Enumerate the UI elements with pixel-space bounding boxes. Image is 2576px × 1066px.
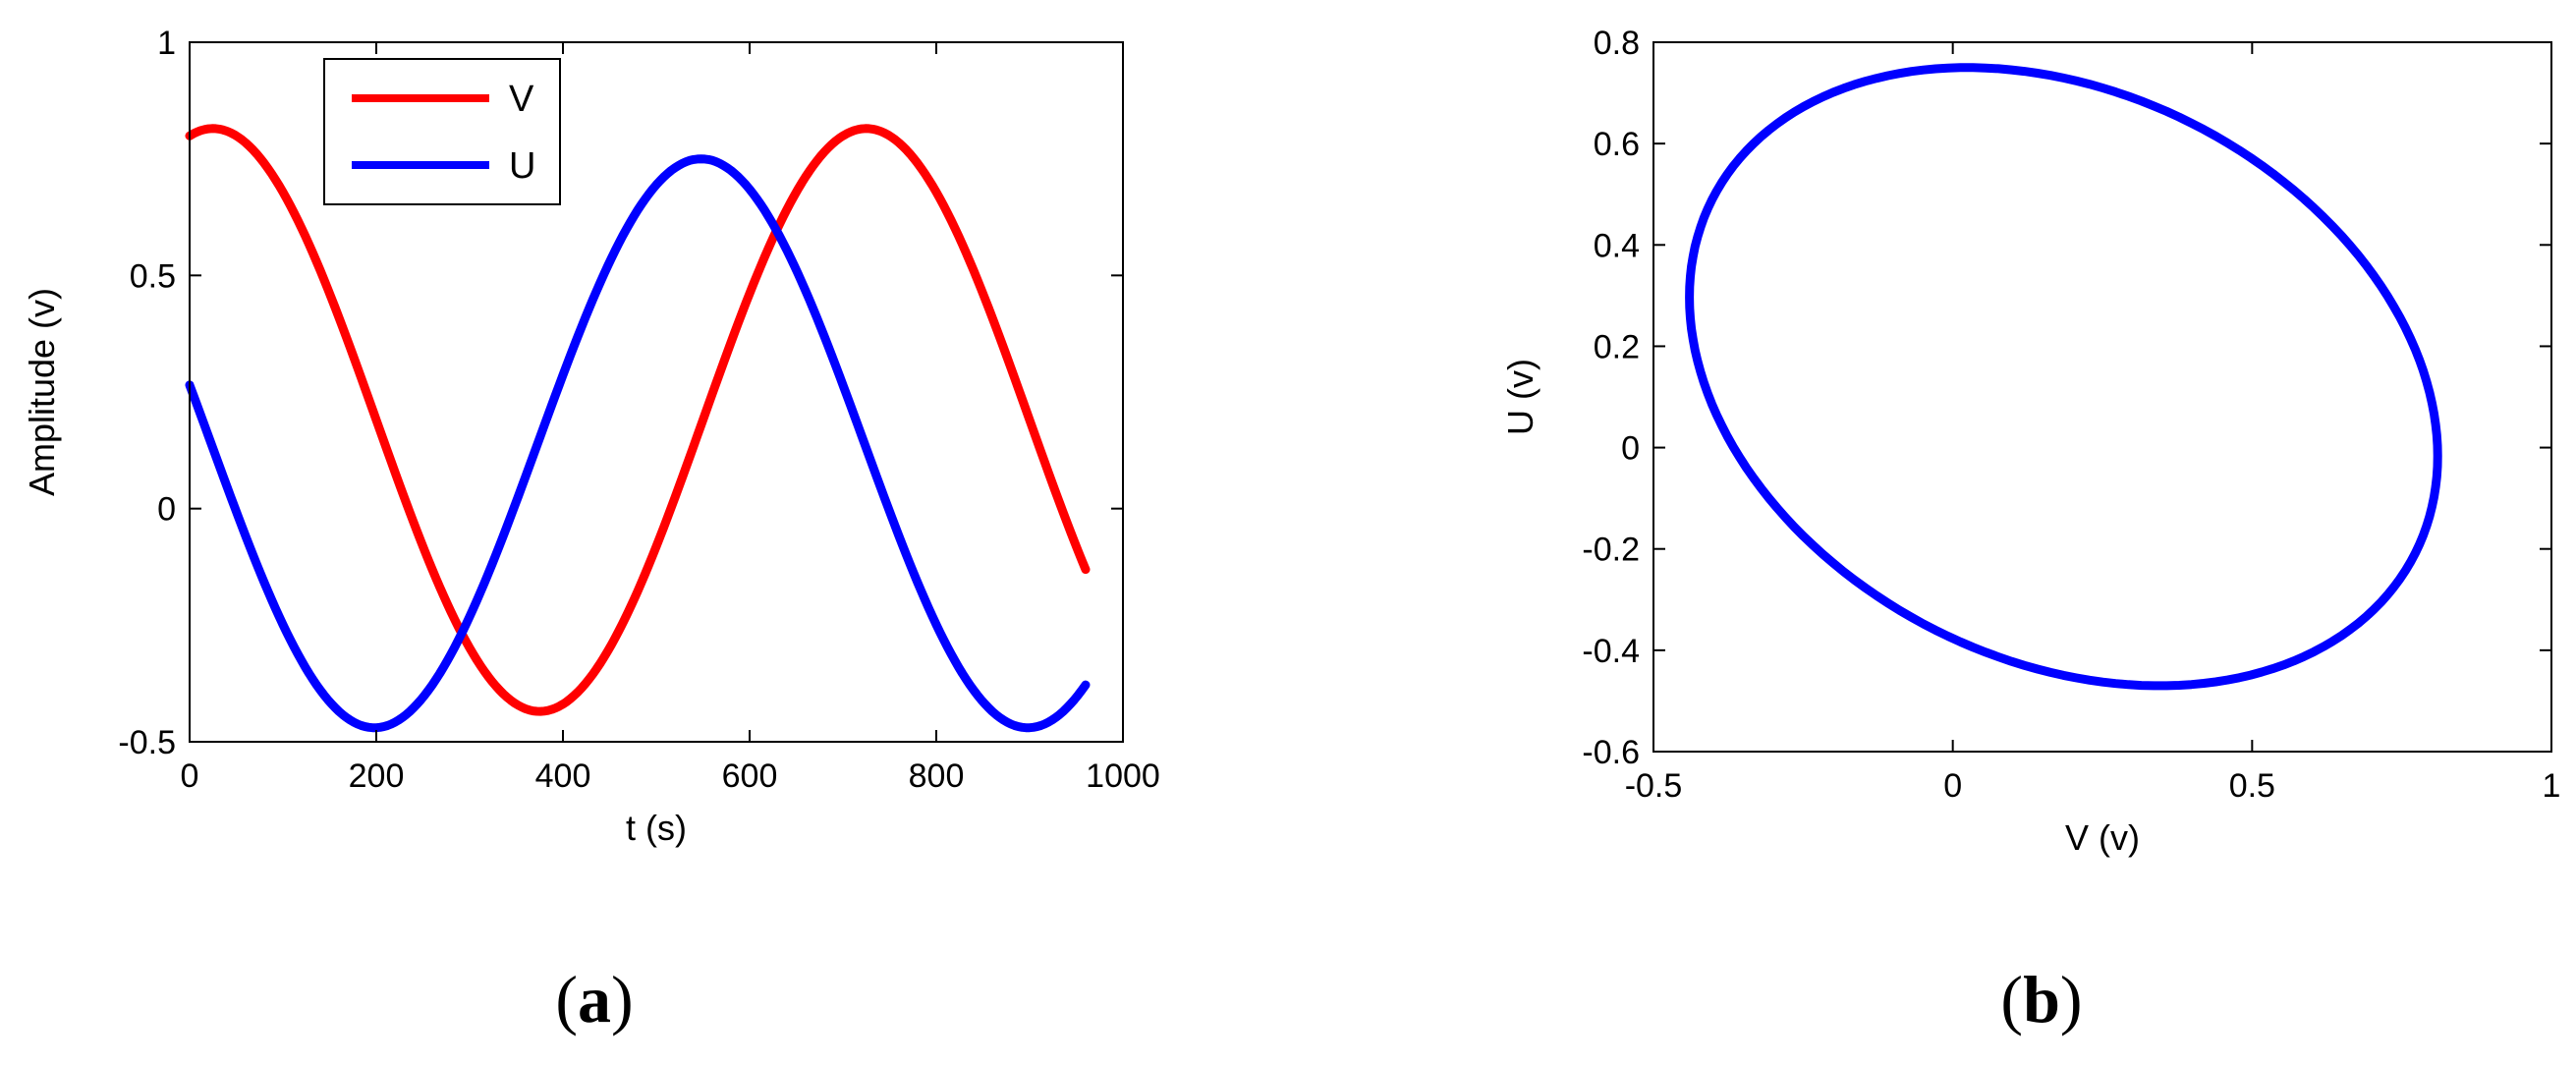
x-tick-label-0: 0 (1943, 767, 1962, 805)
panel-a-series-layer (185, 124, 1091, 733)
x-tick-label-0: 0 (181, 757, 199, 795)
panel-b-label: (b) (2000, 962, 2082, 1037)
panel-a-y-axis-label: Amplitude (v) (22, 288, 62, 496)
panel-b: -0.5 0 0.5 1 -0.6 -0.4 -0.2 0 0.2 0.4 0.6 0.8 V (v)… (1500, 25, 2560, 1037)
panel-a-axes-frame (189, 41, 1124, 743)
x-tick-label-1: 1 (2543, 767, 2561, 805)
panel-b-series-layer (1685, 63, 2442, 691)
panel-a-ticks: 0 200 400 600 800 1000-0.500.51 (118, 25, 1159, 795)
y-tick-label-0-2: 0.2 (1594, 328, 1640, 365)
y-tick-label-0-2: -0.2 (1582, 532, 1640, 569)
panel-b-axes-frame (1652, 41, 2552, 753)
y-tick-label-0-4: -0.4 (1582, 633, 1640, 670)
x-tick-label-600: 600 (722, 757, 778, 795)
panel-a-x-axis-label: t (s) (626, 808, 687, 848)
panel-a-label: (a) (555, 962, 633, 1037)
legend-box (323, 58, 561, 205)
y-tick-label-0-4: 0.4 (1594, 227, 1640, 264)
series-line-u (185, 154, 1091, 733)
x-tick-label-200: 200 (349, 757, 405, 795)
legend-label-v: V (509, 79, 534, 120)
y-tick-label-0: 0 (157, 491, 176, 529)
x-tick-label-1000: 1000 (1086, 757, 1160, 795)
y-tick-label-0-8: 0.8 (1594, 25, 1640, 62)
x-tick-label-0-5: -0.5 (1625, 767, 1683, 805)
panel-b-letter: b (2023, 962, 2060, 1037)
panel-b-y-axis-label: U (v) (1500, 359, 1540, 435)
panel-a-legend: V U (323, 58, 561, 205)
series-line-v (185, 124, 1091, 716)
y-tick-label-0: 0 (1621, 430, 1640, 468)
legend-label-u: U (509, 145, 535, 187)
x-tick-label-400: 400 (535, 757, 591, 795)
x-tick-label-800: 800 (909, 757, 965, 795)
y-tick-label-0-5: -0.5 (118, 724, 176, 761)
y-tick-label-0-6: -0.6 (1582, 734, 1640, 771)
x-tick-label-0-5: 0.5 (2229, 767, 2275, 805)
panel-b-x-axis-label: V (v) (2065, 817, 2140, 858)
panel-a-letter: a (578, 962, 611, 1037)
panel-a: 0 200 400 600 800 1000-0.500.51 t (s) Amplitu… (22, 25, 1160, 1037)
y-tick-label-1: 1 (157, 25, 176, 62)
panel-b-ticks: -0.5 0 0.5 1 -0.6 -0.4 -0.2 0 0.2 0.4 0.6 0.8 (1582, 25, 2560, 805)
y-tick-label-0-5: 0.5 (130, 257, 176, 295)
y-tick-label-0-6: 0.6 (1594, 126, 1640, 163)
series-loop (1685, 63, 2442, 691)
